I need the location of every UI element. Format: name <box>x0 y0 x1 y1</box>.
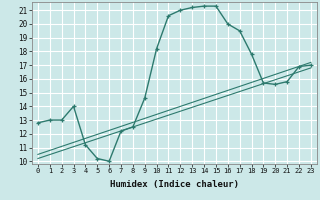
X-axis label: Humidex (Indice chaleur): Humidex (Indice chaleur) <box>110 180 239 189</box>
